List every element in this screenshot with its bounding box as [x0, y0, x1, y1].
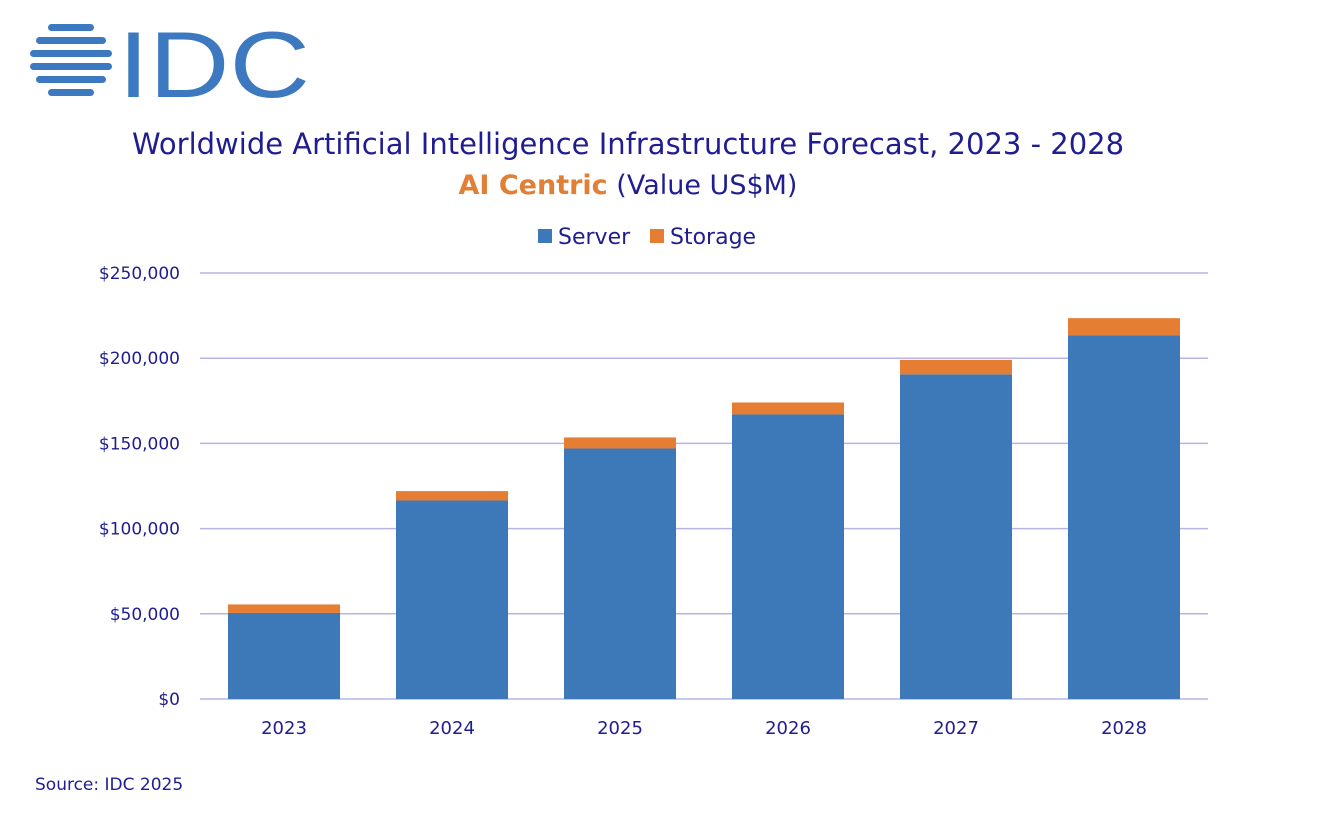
- y-tick-label: $0: [158, 690, 180, 710]
- chart-labels: $0 $50,000 $100,000 $150,000 $200,000 $250,00…: [99, 264, 1147, 739]
- chart-subtitle-accent: AI Centric: [458, 170, 608, 201]
- x-tick-label: 2027: [933, 718, 979, 739]
- source-note: Source: IDC 2025: [35, 775, 184, 795]
- legend-swatch-storage: [650, 229, 664, 243]
- legend-label-server: Server: [558, 225, 631, 250]
- bar-storage-2027: [900, 359, 1012, 375]
- bar-server-2026: [732, 414, 844, 699]
- chart-title: Worldwide Artificial Intelligence Infras…: [131, 127, 1125, 161]
- bar-storage-2025: [564, 437, 676, 449]
- legend-swatch-server: [538, 229, 552, 243]
- y-tick-label: $250,000: [99, 264, 180, 284]
- bar-server-2027: [900, 374, 1012, 699]
- chart-grid: [200, 272, 1208, 700]
- chart-legend: Server Storage: [538, 225, 756, 250]
- y-tick-label: $150,000: [99, 434, 180, 454]
- chart-subtitle-rest: (Value US$M): [616, 170, 798, 201]
- legend-label-storage: Storage: [670, 225, 756, 250]
- bar-server-2028: [1068, 335, 1180, 699]
- logo-wordmark: IDC: [118, 18, 310, 108]
- bar-storage-2023: [228, 604, 340, 613]
- bar-server-2024: [396, 500, 508, 699]
- bar-storage-2026: [732, 402, 844, 415]
- y-tick-label: $200,000: [99, 349, 180, 369]
- chart-subtitle: AI Centric (Value US$M): [0, 170, 1256, 201]
- bar-storage-2024: [396, 491, 508, 501]
- x-tick-label: 2026: [765, 718, 811, 739]
- x-tick-label: 2028: [1101, 718, 1147, 739]
- chart-bars: [228, 318, 1180, 699]
- x-tick-label: 2023: [261, 718, 307, 739]
- bar-server-2025: [564, 448, 676, 699]
- y-tick-label: $50,000: [110, 605, 180, 625]
- bar-storage-2028: [1068, 318, 1180, 336]
- stacked-bar-chart: Server Storage $0$50,000$100,000$150,000$…: [99, 225, 1208, 739]
- idc-logo: IDC: [30, 18, 310, 108]
- logo-stripes-icon: [30, 24, 112, 96]
- y-tick-label: $100,000: [99, 520, 180, 540]
- bar-server-2023: [228, 612, 340, 699]
- x-tick-label: 2025: [597, 718, 643, 739]
- x-tick-label: 2024: [429, 718, 475, 739]
